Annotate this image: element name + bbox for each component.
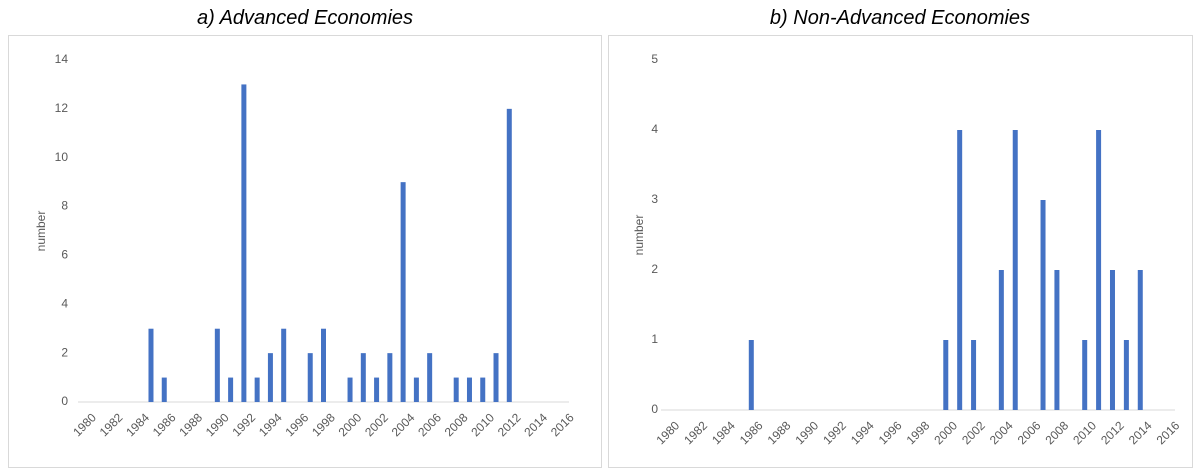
- x-tick-label: 1992: [820, 418, 849, 447]
- y-tick-label: 14: [55, 52, 69, 66]
- y-tick-label: 3: [651, 192, 658, 206]
- bar: [1054, 270, 1060, 410]
- y-tick-label: 1: [651, 332, 658, 346]
- y-tick-label: 5: [651, 52, 658, 66]
- x-tick-label: 1996: [283, 410, 312, 439]
- x-tick-label: 2010: [468, 410, 497, 439]
- bar: [387, 353, 393, 402]
- bar: [957, 130, 963, 410]
- x-tick-label: 2002: [362, 410, 391, 439]
- bar: [374, 377, 380, 402]
- x-tick-label: 1982: [681, 418, 710, 447]
- x-tick-label: 1984: [709, 418, 738, 447]
- x-tick-label: 2006: [1015, 418, 1044, 447]
- y-tick-label: 6: [61, 248, 68, 262]
- y-axis-label: number: [632, 215, 646, 256]
- x-tick-label: 2002: [959, 418, 988, 447]
- y-tick-label: 10: [55, 150, 69, 164]
- x-tick-label: 2012: [1098, 418, 1127, 447]
- bar: [321, 328, 326, 402]
- bar: [347, 377, 353, 402]
- bar: [161, 377, 167, 402]
- bar: [307, 353, 313, 402]
- bar: [400, 182, 406, 402]
- x-tick-label: 1998: [309, 410, 338, 439]
- bar: [466, 377, 472, 402]
- chart-title: b) Non-Advanced Economies: [770, 7, 1030, 29]
- bar: [506, 108, 512, 402]
- y-tick-label: 4: [61, 296, 68, 310]
- x-tick-label: 2006: [415, 410, 444, 439]
- x-tick-label: 1986: [150, 410, 179, 439]
- x-tick-label: 1980: [654, 418, 683, 447]
- bar: [493, 353, 499, 402]
- x-tick-label: 2016: [1154, 418, 1183, 447]
- bar: [748, 340, 754, 410]
- bar: [413, 377, 419, 402]
- x-tick-label: 1986: [737, 418, 766, 447]
- x-tick-label: 2012: [495, 410, 524, 439]
- x-tick-label: 2014: [1126, 418, 1155, 447]
- x-tick-label: 2008: [442, 410, 471, 439]
- bar: [453, 377, 459, 402]
- panel-border: [8, 35, 602, 468]
- y-tick-label: 12: [55, 101, 69, 115]
- y-tick-label: 2: [61, 345, 68, 359]
- x-tick-label: 2004: [389, 410, 418, 439]
- x-tick-label: 1998: [904, 418, 933, 447]
- bar: [267, 353, 273, 402]
- bar: [1040, 200, 1046, 410]
- bar: [1137, 270, 1143, 410]
- bar: [1123, 340, 1129, 410]
- bar: [228, 377, 234, 402]
- x-tick-label: 1992: [229, 410, 258, 439]
- bar: [148, 328, 154, 402]
- y-axis-label: number: [34, 211, 48, 252]
- x-tick-label: 1996: [876, 418, 905, 447]
- bar: [241, 84, 247, 402]
- x-tick-label: 2014: [521, 410, 550, 439]
- y-tick-label: 0: [61, 394, 68, 408]
- bar: [943, 340, 949, 410]
- x-tick-label: 2016: [548, 410, 577, 439]
- y-tick-label: 2: [651, 262, 658, 276]
- bar: [971, 340, 977, 410]
- bar: [1096, 130, 1102, 410]
- bar: [480, 377, 486, 402]
- panel-border: [608, 35, 1193, 468]
- x-tick-label: 2008: [1042, 418, 1071, 447]
- x-tick-label: 1982: [97, 410, 126, 439]
- x-tick-label: 1994: [848, 418, 877, 447]
- bar: [1012, 130, 1018, 410]
- x-tick-label: 2004: [987, 418, 1016, 447]
- bar: [1082, 340, 1088, 410]
- x-tick-label: 1984: [123, 410, 152, 439]
- x-tick-label: 1990: [792, 418, 821, 447]
- bar: [254, 377, 260, 402]
- bar: [998, 270, 1004, 410]
- x-tick-label: 1990: [203, 410, 232, 439]
- bar: [1109, 270, 1115, 410]
- x-tick-label: 1988: [765, 418, 794, 447]
- x-tick-label: 2000: [336, 410, 365, 439]
- bar: [214, 328, 220, 402]
- y-tick-label: 0: [651, 402, 658, 416]
- bar: [427, 353, 433, 402]
- x-tick-label: 1994: [256, 410, 285, 439]
- x-tick-label: 2010: [1070, 418, 1099, 447]
- x-tick-label: 2000: [931, 418, 960, 447]
- chart-title: a) Advanced Economies: [197, 7, 413, 29]
- y-tick-label: 8: [61, 199, 68, 213]
- x-tick-label: 1988: [176, 410, 205, 439]
- y-tick-label: 4: [651, 122, 658, 136]
- x-tick-label: 1980: [70, 410, 99, 439]
- bar: [281, 328, 287, 402]
- bar: [360, 353, 366, 402]
